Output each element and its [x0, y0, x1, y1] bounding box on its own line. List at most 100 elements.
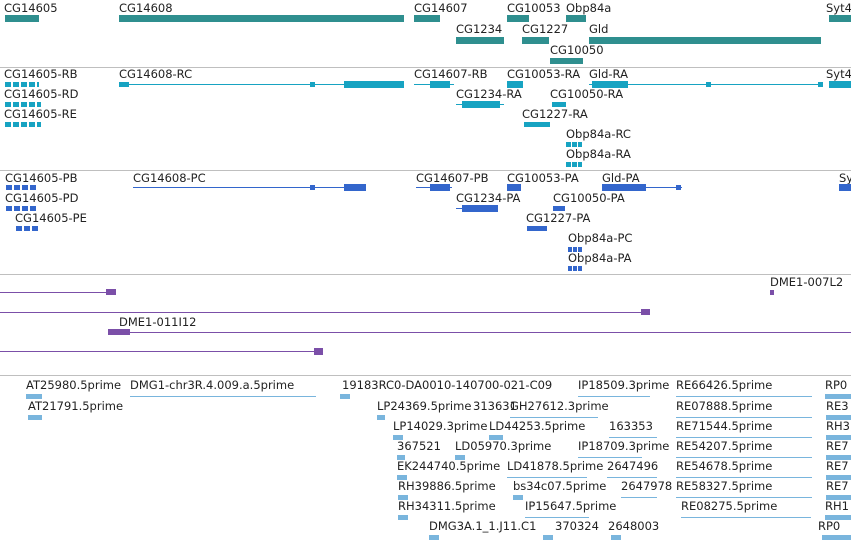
protein-label[interactable]: CG14607-PB [416, 171, 489, 185]
est-label[interactable]: RE66426.5prime [676, 378, 773, 392]
gene-label[interactable]: CG1234 [456, 22, 503, 36]
est-feature[interactable] [429, 535, 439, 540]
est-label[interactable]: 19183RC0-DA0010-140700-021-C09 [342, 378, 553, 392]
transcript-feature[interactable] [5, 102, 41, 107]
est-label[interactable]: RE71544.5prime [676, 419, 773, 433]
est-label[interactable]: RE3 [826, 399, 849, 413]
gene-label[interactable]: Obp84a [566, 1, 612, 15]
protein-label[interactable]: Gld-PA [602, 171, 640, 185]
gene-label[interactable]: CG1227 [522, 22, 569, 36]
est-label[interactable]: RE08275.5prime [681, 499, 778, 513]
transcript-exon[interactable] [524, 122, 550, 127]
transcript-exon[interactable] [706, 82, 711, 87]
est-label[interactable]: RE7 [826, 439, 849, 453]
est-feature[interactable] [525, 517, 589, 518]
est-feature[interactable] [676, 396, 812, 397]
transcript-label[interactable]: CG14605-RB [4, 68, 78, 81]
transcript-feature[interactable] [566, 142, 582, 147]
est-feature[interactable] [397, 475, 407, 480]
est-feature[interactable] [578, 396, 650, 397]
protein-label[interactable]: CG10050-PA [553, 191, 625, 205]
protein-label[interactable]: CG14605-PD [5, 191, 79, 205]
est-label[interactable]: AT25980.5prime [26, 378, 122, 392]
est-feature[interactable] [826, 455, 851, 460]
est-label[interactable]: IP15647.5prime [525, 499, 617, 513]
clone-label[interactable]: DME1-011I12 [119, 315, 197, 329]
transcript-label[interactable]: CG14608-RC [119, 68, 193, 81]
est-label[interactable]: 2647978 [621, 479, 673, 493]
est-label[interactable]: bs34c07.5prime [513, 479, 607, 493]
transcript-exon[interactable] [430, 81, 450, 88]
clone-label[interactable]: DME1-007L2 [770, 275, 844, 289]
est-feature[interactable] [676, 417, 812, 418]
est-feature[interactable] [507, 477, 587, 478]
est-label[interactable]: 367521 [397, 439, 441, 453]
transcript-label[interactable]: CG1227-RA [522, 107, 588, 121]
est-feature[interactable] [543, 535, 553, 540]
protein-exon[interactable] [462, 205, 498, 212]
est-label[interactable]: LP14029.3prime [393, 419, 488, 433]
est-feature[interactable] [393, 435, 403, 440]
gene-label[interactable]: CG14607 [414, 1, 468, 15]
est-feature[interactable] [26, 394, 42, 399]
transcript-label[interactable]: Syt4 [826, 68, 851, 81]
protein-exon[interactable] [344, 184, 366, 191]
est-feature[interactable] [621, 497, 657, 498]
transcript-label[interactable]: CG14605-RD [4, 87, 79, 101]
est-feature[interactable] [611, 535, 621, 540]
clone-end-marker[interactable] [106, 289, 116, 295]
clone-feature[interactable] [108, 332, 851, 333]
est-label[interactable]: IP18709.3prime [578, 439, 670, 453]
est-label[interactable]: RE7 [826, 479, 849, 493]
est-label[interactable]: AT21791.5prime [28, 399, 124, 413]
est-feature[interactable] [340, 394, 350, 399]
est-label[interactable]: IP18509.3prime [578, 378, 670, 392]
gene-feature[interactable] [5, 15, 39, 22]
clone-end-marker[interactable] [314, 348, 323, 355]
est-feature[interactable] [510, 417, 598, 418]
transcript-feature[interactable] [5, 122, 41, 127]
est-label[interactable]: RH3 [826, 419, 850, 433]
protein-exon[interactable] [676, 185, 681, 190]
gene-feature[interactable] [550, 58, 583, 64]
est-label[interactable]: RE7 [826, 459, 849, 473]
protein-feature[interactable] [568, 247, 582, 252]
gene-label[interactable]: Gld [589, 22, 609, 36]
est-label[interactable]: RH34311.5prime [398, 499, 496, 513]
est-feature[interactable] [676, 457, 812, 458]
protein-label[interactable]: CG14605-PE [15, 211, 87, 225]
est-feature[interactable] [826, 435, 851, 440]
clone-feature[interactable] [0, 351, 322, 352]
est-feature[interactable] [28, 415, 42, 420]
gene-label[interactable]: Syt4 [826, 1, 851, 15]
clone-end-marker[interactable] [641, 309, 650, 315]
est-label[interactable]: LD41878.5prime [507, 459, 604, 473]
protein-label[interactable]: Obp84a-PA [568, 251, 632, 265]
est-feature[interactable] [826, 415, 851, 420]
transcript-exon[interactable] [818, 82, 823, 87]
protein-feature[interactable] [16, 226, 38, 231]
est-label[interactable]: DMG1-chr3R.4.009.a.5prime [130, 378, 295, 392]
transcript-label[interactable]: CG10050-RA [550, 87, 624, 101]
est-label[interactable]: RE07888.5prime [676, 399, 773, 413]
est-feature[interactable] [398, 515, 408, 520]
transcript-feature[interactable] [566, 162, 582, 167]
est-feature[interactable] [513, 495, 523, 500]
gene-feature[interactable] [566, 15, 586, 22]
clone-end-marker[interactable] [108, 329, 130, 335]
est-feature[interactable] [377, 415, 385, 420]
transcript-label[interactable]: Obp84a-RC [566, 127, 631, 141]
protein-exon[interactable] [602, 184, 646, 191]
transcript-feature[interactable] [5, 82, 39, 87]
est-label[interactable]: EK244740.5prime [397, 459, 501, 473]
est-label[interactable]: LD05970.3prime [455, 439, 552, 453]
est-label[interactable]: RP0 [825, 378, 848, 392]
transcript-label[interactable]: CG14605-RE [4, 107, 77, 121]
transcript-exon[interactable] [552, 102, 566, 107]
est-feature[interactable] [609, 437, 657, 438]
protein-exon[interactable] [553, 206, 565, 211]
est-label[interactable]: RE54207.5prime [676, 439, 773, 453]
gene-feature[interactable] [589, 37, 821, 44]
est-feature[interactable] [826, 475, 851, 480]
transcript-exon[interactable] [344, 81, 404, 88]
